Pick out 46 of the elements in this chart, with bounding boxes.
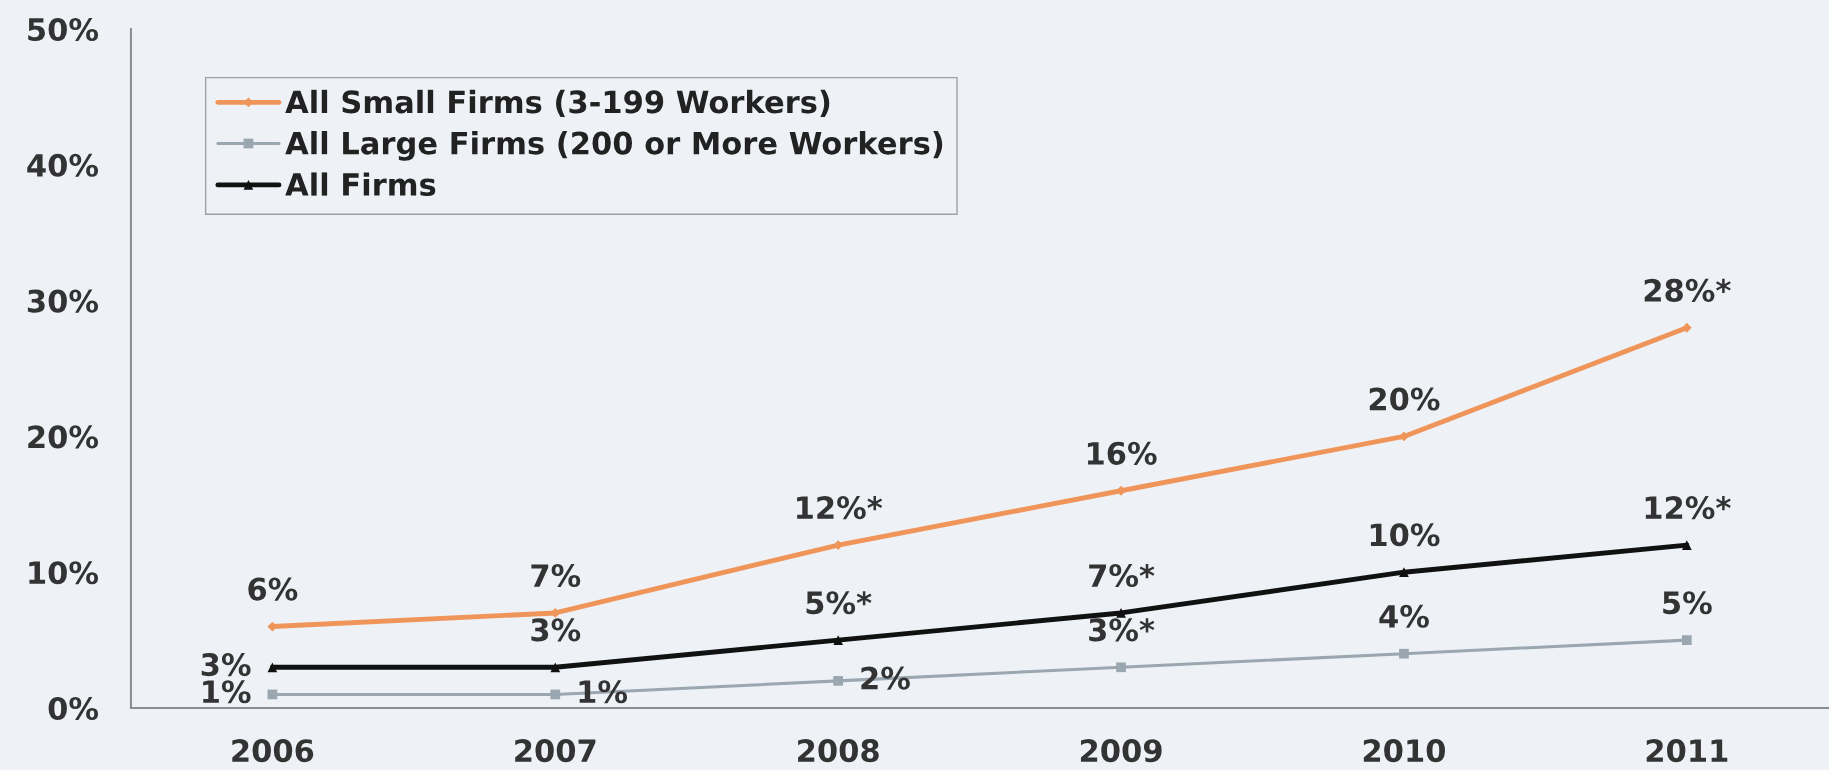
y-tick-label: 10%: [29, 561, 99, 585]
point: [267, 662, 278, 673]
y-tick-label: 30%: [27, 289, 99, 313]
data-label: 28%*: [1644, 278, 1731, 302]
point: [1116, 608, 1126, 618]
legend-label: All Small Firms (3-199 Workers): [285, 89, 830, 118]
data-label: 3%: [531, 618, 581, 642]
point: [1681, 635, 1692, 645]
data-label: 7%: [531, 563, 581, 588]
x-tick-label: 2009: [1080, 739, 1162, 763]
data-label: 20%: [1369, 387, 1440, 411]
data-label: 6%: [248, 577, 298, 601]
data-label: 2%: [861, 666, 910, 690]
data-label: 5%: [1663, 591, 1712, 615]
point: [833, 675, 844, 686]
point: [550, 662, 561, 673]
x-tick-label: 2011: [1646, 739, 1728, 763]
data-label: 1%: [203, 680, 251, 704]
point: [550, 689, 561, 700]
point: [1399, 567, 1409, 578]
x-tick-label: 2007: [515, 739, 596, 763]
data-label: 4%: [1379, 604, 1429, 628]
point: [1681, 322, 1692, 333]
y-tick-label: 0%: [48, 696, 99, 721]
data-label: 1%: [579, 680, 628, 704]
data-label: 7%*: [1089, 563, 1155, 588]
point: [1681, 540, 1692, 550]
data-label: 12%*: [797, 496, 883, 520]
data-label: 3%*: [1089, 618, 1155, 642]
x-tick-label: 2008: [798, 739, 879, 763]
point: [1399, 431, 1409, 442]
data-label: 5%*: [806, 591, 872, 615]
x-tick-label: 2006: [232, 739, 314, 763]
point: [833, 635, 844, 645]
y-tick-label: 20%: [28, 425, 99, 449]
point: [1399, 648, 1409, 659]
y-tick-label: 50%: [28, 17, 99, 42]
y-tick-label: 40%: [27, 153, 99, 177]
point: [1116, 662, 1126, 673]
data-label: 16%: [1087, 441, 1157, 465]
data-label: 10%: [1370, 523, 1440, 547]
data-label: 12%*: [1645, 496, 1731, 520]
legend-label: All Large Firms (200 or More Workers): [285, 130, 943, 161]
data-label: 3%: [201, 653, 251, 677]
legend-label: All Firms: [285, 172, 436, 197]
x-tick-label: 2010: [1363, 739, 1445, 763]
